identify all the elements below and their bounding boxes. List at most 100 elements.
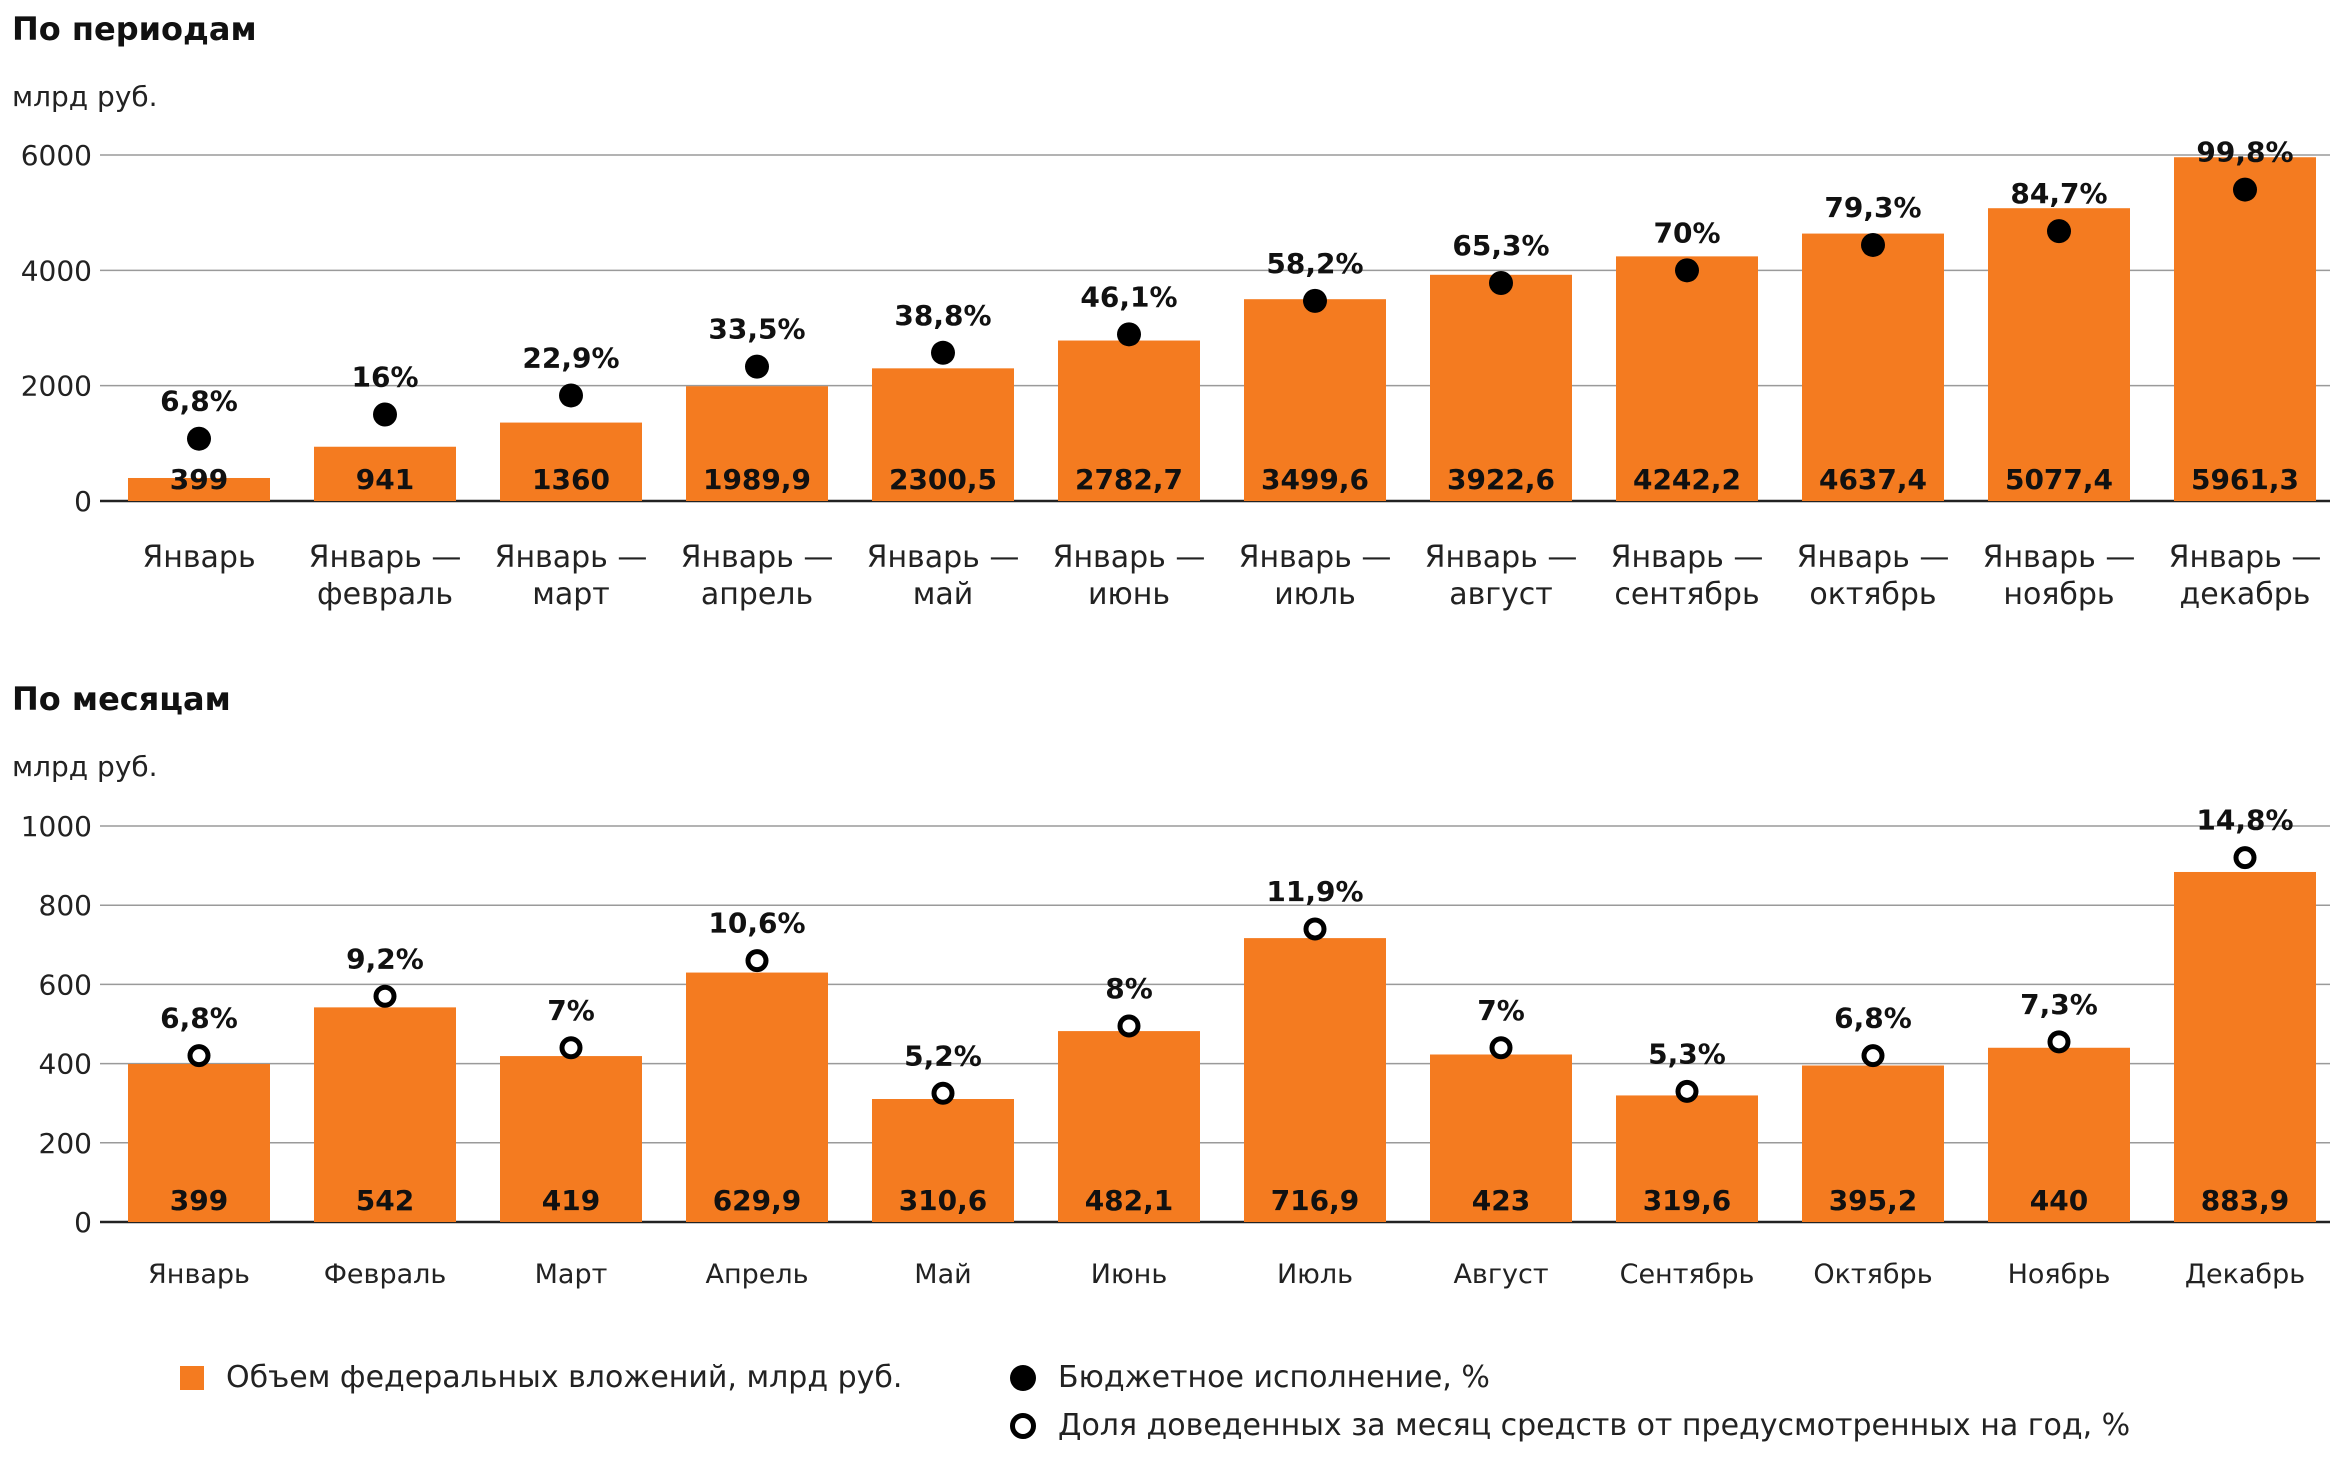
category-label: Сентябрь [1620,1259,1755,1290]
bar [314,446,456,501]
bar [872,1099,1014,1222]
percent-label: 22,9% [522,341,619,374]
y-tick-label: 0 [74,1206,92,1239]
category-label: Февраль [324,1259,447,1290]
bar-value-label: 440 [2030,1184,2088,1217]
bar-value-label: 542 [356,1184,414,1217]
percent-label: 46,1% [1080,280,1177,313]
bar [1244,938,1386,1222]
category-label: Январь — [1239,540,1392,575]
unit-label-months: млрд руб. [12,750,158,783]
bar [686,386,828,501]
y-tick-label: 400 [39,1048,92,1081]
marker-point [187,1044,211,1068]
marker-point [1489,1036,1513,1060]
percent-label: 7% [1477,994,1525,1027]
unit-label-periods: млрд руб. [12,80,158,113]
y-tick-label: 200 [39,1127,92,1160]
percent-label: 7,3% [2020,988,2098,1021]
bar-value-label: 3499,6 [1261,463,1369,496]
category-label: Ноябрь [2008,1259,2111,1290]
bar [2174,157,2316,502]
marker-point [2047,219,2071,244]
category-label: март [532,577,610,612]
percent-label: 6,8% [160,385,238,418]
category-label: Январь — [1425,540,1578,575]
bar-value-label: 5077,4 [2005,463,2113,496]
percent-label: 65,3% [1452,229,1549,262]
marker-point [1117,322,1141,347]
marker-point [931,340,955,365]
chart-months: 0 200 400 600 800 1000 399 6,8% Январь 542 9,2% Фев… [21,804,2330,1290]
bar-value-label: 419 [542,1184,600,1217]
percent-label: 33,5% [708,313,805,346]
percent-label: 70% [1653,216,1720,249]
marker-point [1675,258,1699,283]
category-label: Январь — [1611,540,1764,575]
bar [1244,299,1386,501]
legend-hollow-label: Доля доведенных за месяц средств от пред… [1058,1408,2131,1443]
category-label: май [913,577,974,612]
percent-label: 11,9% [1266,875,1363,908]
y-tick-label: 600 [39,968,92,1001]
category-label: Январь — [681,540,834,575]
category-label: Июль [1277,1259,1353,1290]
percent-label: 38,8% [894,299,991,332]
category-label: ноябрь [2003,577,2114,612]
bar-value-label: 941 [356,463,414,496]
marker-point [2233,177,2257,202]
bar [1802,233,1944,501]
marker-point [1861,1044,1885,1068]
orange-square-icon [180,1365,204,1390]
percent-label: 8% [1105,972,1153,1005]
percent-label: 14,8% [2196,804,2293,837]
category-label: Август [1453,1259,1548,1290]
bar-value-label: 399 [170,1184,228,1217]
category-label: Апрель [705,1259,808,1290]
category-label: Январь — [495,540,648,575]
bar [500,422,642,501]
bar-value-label: 883,9 [2201,1184,2290,1217]
bar-value-label: 395,2 [1829,1184,1918,1217]
bar [1802,1065,1944,1222]
filled-circle-icon [1010,1364,1036,1391]
bar [1058,340,1200,501]
category-label: Март [535,1259,608,1290]
bar-value-label: 629,9 [713,1184,802,1217]
chart-title-months: По месяцам [12,680,231,718]
percent-label: 5,2% [904,1039,982,1072]
bar-value-label: 2300,5 [889,463,997,496]
percent-label: 16% [351,361,418,394]
bar [1058,1031,1200,1222]
bar [1988,208,2130,502]
category-label: Май [914,1259,971,1290]
marker-point [931,1081,955,1105]
category-label: Октябрь [1813,1259,1932,1290]
bar-value-label: 310,6 [899,1184,988,1217]
bar-value-label: 399 [170,463,228,496]
bar [314,1007,456,1222]
legend-bars-label: Объем федеральных вложений, млрд руб. [226,1360,903,1395]
bar-value-label: 1989,9 [703,463,811,496]
bar-value-label: 716,9 [1271,1184,1360,1217]
y-tick-label: 1000 [21,810,92,843]
marker-point [373,984,397,1008]
chart-title-periods: По периодам [12,10,257,48]
bar [128,1063,270,1222]
bar [1616,1095,1758,1222]
legend-filled: Бюджетное исполнение, % [1010,1360,1490,1395]
category-label: август [1449,577,1553,612]
bar [686,972,828,1222]
percent-label: 79,3% [1824,191,1921,224]
bar [500,1056,642,1222]
bar [1430,1054,1572,1222]
legend-bars: Объем федеральных вложений, млрд руб. [180,1360,902,1395]
category-label: Июнь [1091,1259,1168,1290]
category-label: Январь [148,1259,250,1290]
hollow-circle-icon [1010,1412,1036,1439]
marker-point [1861,232,1885,257]
percent-label: 10,6% [708,907,805,940]
bar-value-label: 482,1 [1085,1184,1174,1217]
marker-point [187,426,211,451]
